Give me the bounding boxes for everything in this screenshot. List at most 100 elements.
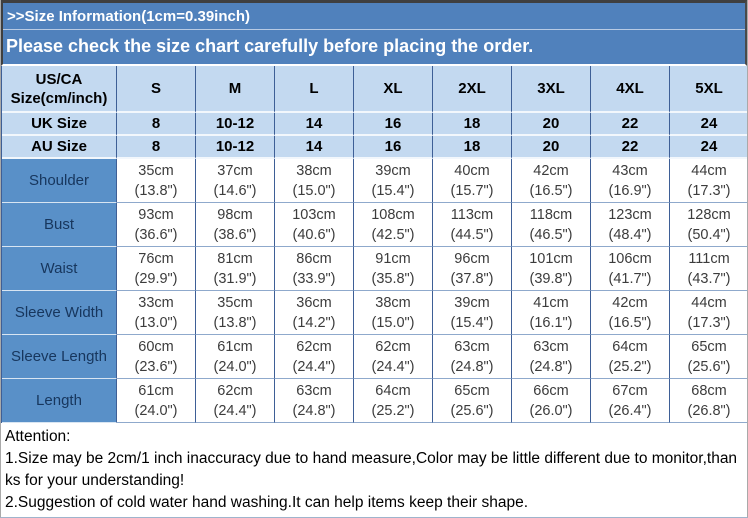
measurement-row: Length 61cm (24.0") 62cm (24.4") 63cm (24.8") 6… [2, 379, 747, 423]
cm-value: 68cm [691, 382, 727, 399]
measurement-value-cell: 62cm (24.4") [354, 335, 433, 379]
size-header-row: US/CA Size(cm/inch) S M L XL 2XL 3XL 4XL 5XL [2, 66, 747, 113]
inch-value: (25.2") [371, 402, 415, 419]
size-column-header-s: S [117, 66, 196, 113]
measurement-value-cell: 40cm (15.7") [433, 159, 512, 203]
cm-value: 39cm [454, 294, 490, 311]
measurement-value-cell: 106cm (41.7") [591, 247, 670, 291]
conversion-value-cell: 22 [591, 113, 670, 136]
cm-value: 128cm [687, 206, 731, 223]
measurement-row: Sleeve Width 33cm (13.0") 35cm (13.8") 36cm (1… [2, 291, 747, 335]
measurement-value-cell: 66cm (26.0") [512, 379, 591, 423]
measurement-value-cell: 81cm (31.9") [196, 247, 275, 291]
cm-value: 61cm [217, 338, 253, 355]
inch-value: (15.0") [371, 314, 415, 331]
measurement-row: Sleeve Length 60cm (23.6") 61cm (24.0") 62cm (… [2, 335, 747, 379]
attention-heading: Attention: [5, 428, 71, 445]
cm-value: 111cm [688, 250, 730, 267]
inch-value: (38.6") [213, 226, 257, 243]
measurement-value-cell: 101cm (39.8") [512, 247, 591, 291]
measurement-value-cell: 103cm (40.6") [275, 203, 354, 247]
measurement-value-cell: 35cm (13.8") [196, 291, 275, 335]
measurement-row-label: Sleeve Length [2, 335, 117, 379]
measurement-value-cell: 44cm (17.3") [670, 159, 747, 203]
inch-value: (15.4") [371, 182, 415, 199]
measurement-value-cell: 123cm (48.4") [591, 203, 670, 247]
measurement-value-cell: 33cm (13.0") [117, 291, 196, 335]
inch-value: (15.0") [292, 182, 336, 199]
conversion-value-cell: 18 [433, 136, 512, 159]
conversion-value-cell: 8 [117, 113, 196, 136]
conversion-row-label: UK Size [2, 113, 117, 136]
measurement-value-cell: 98cm (38.6") [196, 203, 275, 247]
measurement-row: Bust 93cm (36.6") 98cm (38.6") 103cm (40.6") 10… [2, 203, 747, 247]
cm-value: 96cm [454, 250, 490, 267]
measurement-value-cell: 64cm (25.2") [591, 335, 670, 379]
measurement-value-cell: 64cm (25.2") [354, 379, 433, 423]
inch-value: (15.4") [450, 314, 494, 331]
conversion-row-label: AU Size [2, 136, 117, 159]
inch-value: (46.5") [529, 226, 573, 243]
cm-value: 64cm [375, 382, 411, 399]
cm-value: 62cm [217, 382, 253, 399]
measurement-value-cell: 68cm (26.8") [670, 379, 747, 423]
cm-value: 106cm [608, 250, 652, 267]
measurement-row-label: Bust [2, 203, 117, 247]
cm-value: 98cm [217, 206, 253, 223]
banner-subtitle: Please check the size chart carefully be… [6, 36, 534, 56]
measurement-value-cell: 39cm (15.4") [354, 159, 433, 203]
inch-value: (41.7") [608, 270, 652, 287]
inch-value: (24.4") [213, 402, 257, 419]
inch-value: (44.5") [450, 226, 494, 243]
inch-value: (37.8") [450, 270, 494, 287]
cm-value: 44cm [691, 162, 727, 179]
cm-value: 67cm [612, 382, 648, 399]
size-column-header-4xl: 4XL [591, 66, 670, 113]
inch-value: (24.4") [292, 358, 336, 375]
measurement-value-cell: 42cm (16.5") [591, 291, 670, 335]
inch-value: (24.0") [134, 402, 178, 419]
inch-value: (15.7") [450, 182, 494, 199]
conversion-value-cell: 10-12 [196, 136, 275, 159]
measurement-value-cell: 61cm (24.0") [117, 379, 196, 423]
measurement-value-cell: 62cm (24.4") [275, 335, 354, 379]
cm-value: 62cm [375, 338, 411, 355]
inch-value: (31.9") [213, 270, 257, 287]
conversion-value-cell: 14 [275, 136, 354, 159]
measurement-value-cell: 63cm (24.8") [275, 379, 354, 423]
measurement-value-cell: 60cm (23.6") [117, 335, 196, 379]
inch-value: (16.5") [529, 182, 573, 199]
cm-value: 66cm [533, 382, 569, 399]
inch-value: (36.6") [134, 226, 178, 243]
cm-value: 123cm [608, 206, 652, 223]
inch-value: (14.2") [292, 314, 336, 331]
inch-value: (16.1") [529, 314, 573, 331]
cm-value: 81cm [217, 250, 253, 267]
cm-value: 35cm [217, 294, 253, 311]
cm-value: 65cm [454, 382, 490, 399]
measurement-value-cell: 108cm (42.5") [354, 203, 433, 247]
inch-value: (23.6") [134, 358, 178, 375]
measurement-value-cell: 63cm (24.8") [433, 335, 512, 379]
cm-value: 60cm [138, 338, 174, 355]
measurement-value-cell: 128cm (50.4") [670, 203, 747, 247]
inch-value: (24.8") [450, 358, 494, 375]
cm-value: 62cm [296, 338, 332, 355]
cm-value: 33cm [138, 294, 174, 311]
inch-value: (24.4") [371, 358, 415, 375]
cm-value: 63cm [454, 338, 490, 355]
banner: >>Size Information(1cm=0.39inch) Please … [1, 0, 747, 66]
measurement-value-cell: 39cm (15.4") [433, 291, 512, 335]
measurement-value-cell: 118cm (46.5") [512, 203, 591, 247]
inch-value: (33.9") [292, 270, 336, 287]
measurement-value-cell: 62cm (24.4") [196, 379, 275, 423]
size-column-header-m: M [196, 66, 275, 113]
banner-title: >>Size Information(1cm=0.39inch) [3, 3, 745, 30]
measurement-value-cell: 111cm (43.7") [670, 247, 747, 291]
conversion-value-cell: 24 [670, 136, 747, 159]
measurement-row-label: Shoulder [2, 159, 117, 203]
cm-value: 86cm [296, 250, 332, 267]
measurement-value-cell: 93cm (36.6") [117, 203, 196, 247]
size-column-header-2xl: 2XL [433, 66, 512, 113]
